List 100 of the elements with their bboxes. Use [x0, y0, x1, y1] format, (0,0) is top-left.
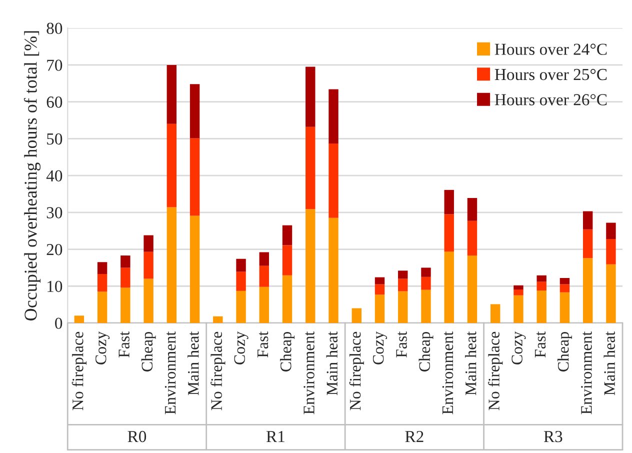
bar — [328, 143, 338, 218]
bar — [421, 290, 431, 323]
y-tick-label: 80 — [46, 22, 62, 34]
x-tick-label: Fast — [534, 331, 546, 358]
bar — [606, 238, 616, 264]
bar — [352, 308, 362, 323]
bar — [467, 256, 478, 323]
y-tick-label: 20 — [46, 244, 62, 256]
bar — [467, 198, 478, 221]
x-tick-label: Cheap — [418, 332, 434, 372]
bar — [144, 252, 154, 279]
y-tick-label: 40 — [46, 170, 62, 182]
bar — [166, 207, 177, 323]
y-tick-label: 60 — [46, 96, 62, 108]
y-tick-label: 30 — [46, 207, 62, 218]
x-tick-label: Cozy — [372, 331, 387, 364]
bar — [536, 290, 546, 323]
bar — [560, 284, 570, 292]
bar — [120, 256, 130, 268]
bar — [328, 218, 338, 323]
bar — [282, 245, 292, 276]
bar — [144, 235, 154, 252]
bar — [306, 66, 316, 127]
bar — [582, 211, 593, 230]
bar — [536, 282, 546, 291]
bar — [166, 124, 177, 208]
legend-label: Hours over 26°C — [494, 94, 607, 106]
legend-label: Hours over 24°C — [494, 44, 607, 55]
bar — [259, 266, 270, 287]
bar — [97, 292, 108, 323]
bar — [97, 274, 108, 292]
bar — [97, 262, 108, 274]
x-tick-label: Main heat — [604, 331, 615, 396]
bar — [236, 272, 246, 291]
bar — [236, 258, 246, 272]
x-tick-label: Environment — [442, 331, 454, 414]
bar — [536, 275, 546, 282]
bar — [606, 222, 616, 239]
legend-label: Hours over 25°C — [494, 68, 607, 80]
bar — [398, 291, 408, 323]
bar — [328, 89, 338, 144]
bar — [374, 294, 385, 323]
x-tick-label: Environment — [304, 331, 314, 414]
bar — [374, 277, 385, 284]
bar — [444, 214, 454, 252]
bar — [166, 64, 177, 124]
x-tick-label: No fireplace — [488, 332, 503, 410]
x-tick-label: No fireplace — [349, 332, 364, 410]
y-tick-label: 0 — [55, 318, 62, 329]
x-tick-label: No fireplace — [72, 332, 87, 410]
x-tick-label: Fast — [258, 331, 268, 358]
x-tick-label: Cheap — [280, 332, 295, 372]
bar — [236, 290, 246, 323]
text: R3 — [544, 430, 562, 442]
y-axis-title: Occupied overheating hours of total [%] — [24, 31, 41, 320]
x-tick-label: Main heat — [188, 331, 199, 396]
bar — [213, 316, 223, 323]
bar — [190, 138, 200, 216]
bar — [606, 264, 616, 323]
bar — [282, 225, 292, 246]
text: R0 — [128, 430, 146, 442]
bar — [398, 270, 408, 279]
y-tick-label: 50 — [47, 133, 62, 145]
bar — [259, 252, 270, 266]
bar — [421, 276, 431, 290]
bar — [398, 278, 408, 292]
x-tick-label: Cheap — [141, 332, 156, 372]
bar — [467, 220, 478, 256]
x-tick-label: Main heat — [464, 331, 476, 396]
bar — [306, 209, 316, 323]
bar — [120, 268, 130, 288]
x-tick-label: Fast — [396, 331, 407, 358]
bar — [282, 275, 292, 323]
bar — [444, 251, 454, 323]
bar — [490, 304, 500, 323]
bar — [190, 216, 200, 323]
bar — [374, 284, 385, 295]
x-tick-label: Main heat — [326, 331, 338, 396]
x-tick-label: Cozy — [234, 331, 248, 364]
bar — [306, 126, 316, 210]
bar — [444, 190, 454, 214]
x-tick-label: Cozy — [96, 331, 110, 364]
x-tick-label: Cheap — [557, 332, 572, 372]
x-tick-label: Cozy — [512, 331, 526, 364]
bar — [74, 316, 84, 323]
bar — [582, 229, 593, 258]
bar — [421, 268, 431, 277]
bar — [120, 288, 130, 323]
bar — [560, 278, 570, 284]
x-tick-label: Fast — [118, 331, 130, 358]
bar — [144, 278, 154, 323]
text: R1 — [266, 431, 284, 442]
bar — [560, 292, 570, 323]
x-tick-label: No fireplace — [210, 332, 226, 410]
x-tick-label: Environment — [164, 331, 176, 414]
y-tick-label: 10 — [48, 280, 62, 292]
text: R2 — [405, 430, 424, 442]
y-tick-label: 70 — [47, 60, 62, 71]
bar — [514, 295, 524, 323]
bar — [514, 289, 524, 296]
